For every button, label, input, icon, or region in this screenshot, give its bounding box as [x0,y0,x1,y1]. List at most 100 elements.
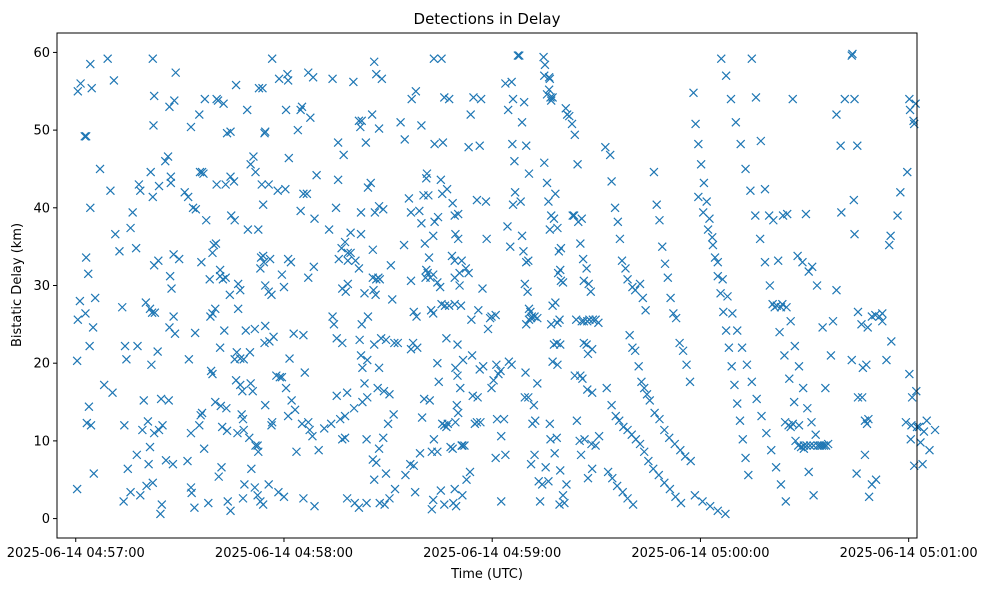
data-point [126,223,135,233]
data-point [374,201,384,211]
data-point [721,71,731,81]
data-point [349,403,359,413]
data-point [281,383,291,393]
data-point [76,79,86,88]
data-point [279,282,289,292]
data-point [519,246,528,256]
data-point [465,467,475,477]
data-point [665,484,675,494]
data-point [472,195,482,205]
data-point [716,54,726,64]
data-point [723,291,732,301]
data-point [576,450,586,460]
data-point [265,254,275,264]
data-point [788,94,798,104]
data-point [530,450,539,460]
data-point [89,469,99,478]
data-point [273,186,283,196]
data-point [848,49,857,59]
data-point [310,214,319,224]
data-point [251,441,260,450]
data-point [832,285,841,295]
data-points [72,49,940,519]
data-point [902,167,912,177]
data-point [308,431,317,441]
data-point [206,366,216,376]
data-point [423,268,433,278]
data-point [249,152,258,161]
data-point [676,498,686,508]
data-point [164,396,174,405]
data-point [481,197,491,207]
data-point [430,139,440,149]
data-point [649,167,659,177]
data-point [718,307,728,317]
data-point [789,397,799,407]
data-point [378,204,388,214]
data-point [381,469,391,478]
data-point [284,153,294,163]
data-point [698,497,707,506]
data-point [106,186,115,196]
data-point [799,441,809,450]
data-point [378,433,388,443]
data-point [516,197,526,207]
data-point [409,307,419,317]
data-point [582,385,592,395]
data-point [258,200,268,210]
data-point [685,377,695,387]
data-point [804,267,814,276]
data-point [544,476,553,486]
data-point [610,203,620,213]
data-point [432,277,442,287]
data-point [357,319,367,329]
data-point [433,212,443,222]
data-point [187,488,197,498]
data-point [852,469,862,478]
data-point [390,484,400,494]
data-point [348,77,358,87]
data-point [424,253,434,262]
data-point [95,164,105,174]
data-point [730,380,739,390]
data-point [169,249,179,259]
data-point [852,141,862,151]
data-point [298,330,308,340]
data-point [660,259,670,269]
data-point [678,346,688,356]
x-axis-title: Time (UTC) [450,567,523,582]
data-point [702,197,712,207]
data-point [337,434,347,444]
data-point [302,189,312,199]
data-point [671,313,681,323]
data-point [233,304,243,314]
data-point [693,139,703,149]
data-point [884,240,894,250]
data-point [460,441,469,450]
data-point [545,74,555,84]
data-point [555,265,565,275]
data-point [329,319,339,329]
data-point [226,172,235,182]
data-point [309,262,319,272]
data-point [453,408,463,418]
data-point [128,208,138,217]
data-point [645,396,655,405]
data-point [430,217,440,227]
data-point [736,139,746,149]
data-point [820,383,830,393]
data-point [922,416,932,426]
data-point [279,492,289,502]
data-point [901,417,911,427]
data-point [918,459,927,469]
data-point [832,110,841,120]
data-point [361,138,371,147]
data-point [109,75,119,85]
data-point [221,180,231,189]
data-point [213,96,223,106]
data-point [235,354,245,363]
data-point [752,394,762,404]
data-point [555,315,564,325]
data-point [727,309,737,318]
data-point [524,169,534,179]
